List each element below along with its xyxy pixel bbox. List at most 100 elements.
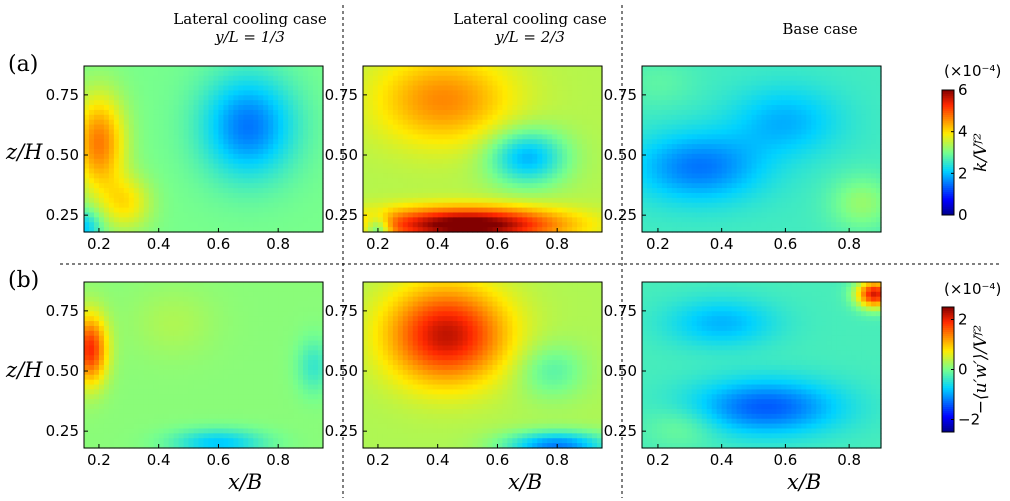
heatmap-cell bbox=[721, 207, 728, 214]
heatmap-cell bbox=[273, 90, 279, 96]
heatmap-cell bbox=[308, 183, 314, 189]
heatmap-cell bbox=[84, 105, 90, 111]
heatmap-cell bbox=[98, 173, 105, 179]
heatmap-cell bbox=[138, 75, 145, 82]
heatmap-cell bbox=[826, 163, 832, 170]
heatmap-cell bbox=[253, 227, 259, 233]
heatmap-cell bbox=[846, 129, 852, 135]
heatmap-cell bbox=[163, 207, 170, 214]
heatmap-cell bbox=[557, 192, 563, 199]
heatmap-cell bbox=[138, 158, 145, 165]
heatmap-cell bbox=[153, 222, 160, 228]
heatmap-cell bbox=[821, 85, 827, 92]
heatmap-cell bbox=[587, 95, 593, 101]
heatmap-cell bbox=[826, 168, 832, 175]
heatmap-cell bbox=[93, 109, 100, 116]
heatmap-cell bbox=[198, 149, 205, 155]
heatmap-cell bbox=[651, 163, 658, 170]
heatmap-cell bbox=[681, 149, 688, 155]
heatmap-cell bbox=[407, 90, 414, 96]
heatmap-cell bbox=[457, 202, 464, 209]
heatmap-cell bbox=[731, 95, 738, 101]
heatmap-cell bbox=[303, 188, 309, 194]
heatmap-cell bbox=[756, 168, 763, 175]
heatmap-cell bbox=[666, 217, 673, 223]
heatmap-cell bbox=[597, 192, 603, 199]
heatmap-cell bbox=[656, 188, 663, 194]
heatmap-cell bbox=[741, 139, 748, 145]
heatmap-cell bbox=[108, 139, 115, 145]
heatmap-cell bbox=[517, 222, 523, 228]
heatmap-cell bbox=[726, 188, 733, 194]
heatmap-cell bbox=[427, 139, 434, 145]
heatmap-cell bbox=[103, 95, 110, 101]
heatmap-cell bbox=[487, 80, 494, 87]
heatmap-cell bbox=[183, 66, 190, 72]
heatmap-cell bbox=[751, 80, 758, 87]
heatmap-cell bbox=[806, 207, 812, 214]
heatmap-cell bbox=[133, 109, 140, 116]
heatmap-cell bbox=[268, 183, 274, 189]
heatmap-cell bbox=[512, 85, 518, 92]
heatmap-cell bbox=[437, 124, 444, 131]
heatmap-cell bbox=[382, 144, 389, 150]
heatmap-cell bbox=[442, 173, 449, 179]
heatmap-cell bbox=[153, 119, 160, 126]
heatmap-cell bbox=[477, 207, 484, 214]
heatmap-cell bbox=[711, 173, 718, 179]
heatmap-cell bbox=[363, 163, 369, 170]
heatmap-cell bbox=[836, 144, 842, 150]
heatmap-cell bbox=[427, 168, 434, 175]
heatmap-cell bbox=[836, 66, 842, 72]
heatmap-cell bbox=[791, 197, 797, 204]
heatmap-cell bbox=[567, 124, 573, 131]
heatmap-cell bbox=[138, 129, 145, 135]
heatmap-cell bbox=[592, 197, 598, 204]
heatmap-cell bbox=[288, 212, 294, 218]
heatmap-cell bbox=[308, 168, 314, 175]
heatmap-cell bbox=[382, 129, 389, 135]
heatmap-cell bbox=[84, 335, 90, 342]
heatmap-cell bbox=[532, 144, 538, 150]
heatmap-cell bbox=[363, 144, 369, 150]
heatmap-cell bbox=[442, 192, 449, 199]
heatmap-cell bbox=[706, 168, 713, 175]
heatmap-cell bbox=[118, 90, 125, 96]
heatmap-cell bbox=[203, 90, 210, 96]
heatmap-cell bbox=[447, 168, 454, 175]
heatmap-cell bbox=[646, 227, 653, 233]
heatmap-cell bbox=[278, 85, 284, 92]
heatmap-cell bbox=[93, 173, 100, 179]
heatmap-cell bbox=[173, 144, 180, 150]
heatmap-cell bbox=[313, 85, 319, 92]
heatmap-cell bbox=[816, 158, 822, 165]
heatmap-cell bbox=[587, 75, 593, 82]
heatmap-cell bbox=[477, 153, 484, 160]
heatmap-cell bbox=[776, 124, 783, 131]
heatmap-cell bbox=[806, 163, 812, 170]
heatmap-cell bbox=[751, 100, 758, 106]
heatmap-cell bbox=[313, 90, 319, 96]
heatmap-cell bbox=[258, 153, 264, 160]
heatmap-cell bbox=[721, 85, 728, 92]
heatmap-cell bbox=[268, 207, 274, 214]
heatmap-cell bbox=[432, 114, 439, 121]
heatmap-cell bbox=[313, 178, 319, 184]
heatmap-cell bbox=[507, 183, 513, 189]
heatmap-cell bbox=[193, 188, 200, 194]
heatmap-cell bbox=[691, 202, 698, 209]
heatmap-cell bbox=[721, 144, 728, 150]
heatmap-cell bbox=[158, 95, 165, 101]
heatmap-cell bbox=[517, 129, 523, 135]
heatmap-cell bbox=[84, 153, 90, 160]
heatmap-cell bbox=[716, 207, 723, 214]
heatmap-cell bbox=[108, 153, 115, 160]
heatmap-cell bbox=[432, 144, 439, 150]
heatmap-cell bbox=[806, 197, 812, 204]
heatmap-cell bbox=[238, 183, 244, 189]
heatmap-cell bbox=[163, 90, 170, 96]
heatmap-cell bbox=[88, 202, 95, 209]
heatmap-cell bbox=[318, 70, 324, 77]
heatmap-cell bbox=[532, 183, 538, 189]
heatmap-cell bbox=[557, 168, 563, 175]
